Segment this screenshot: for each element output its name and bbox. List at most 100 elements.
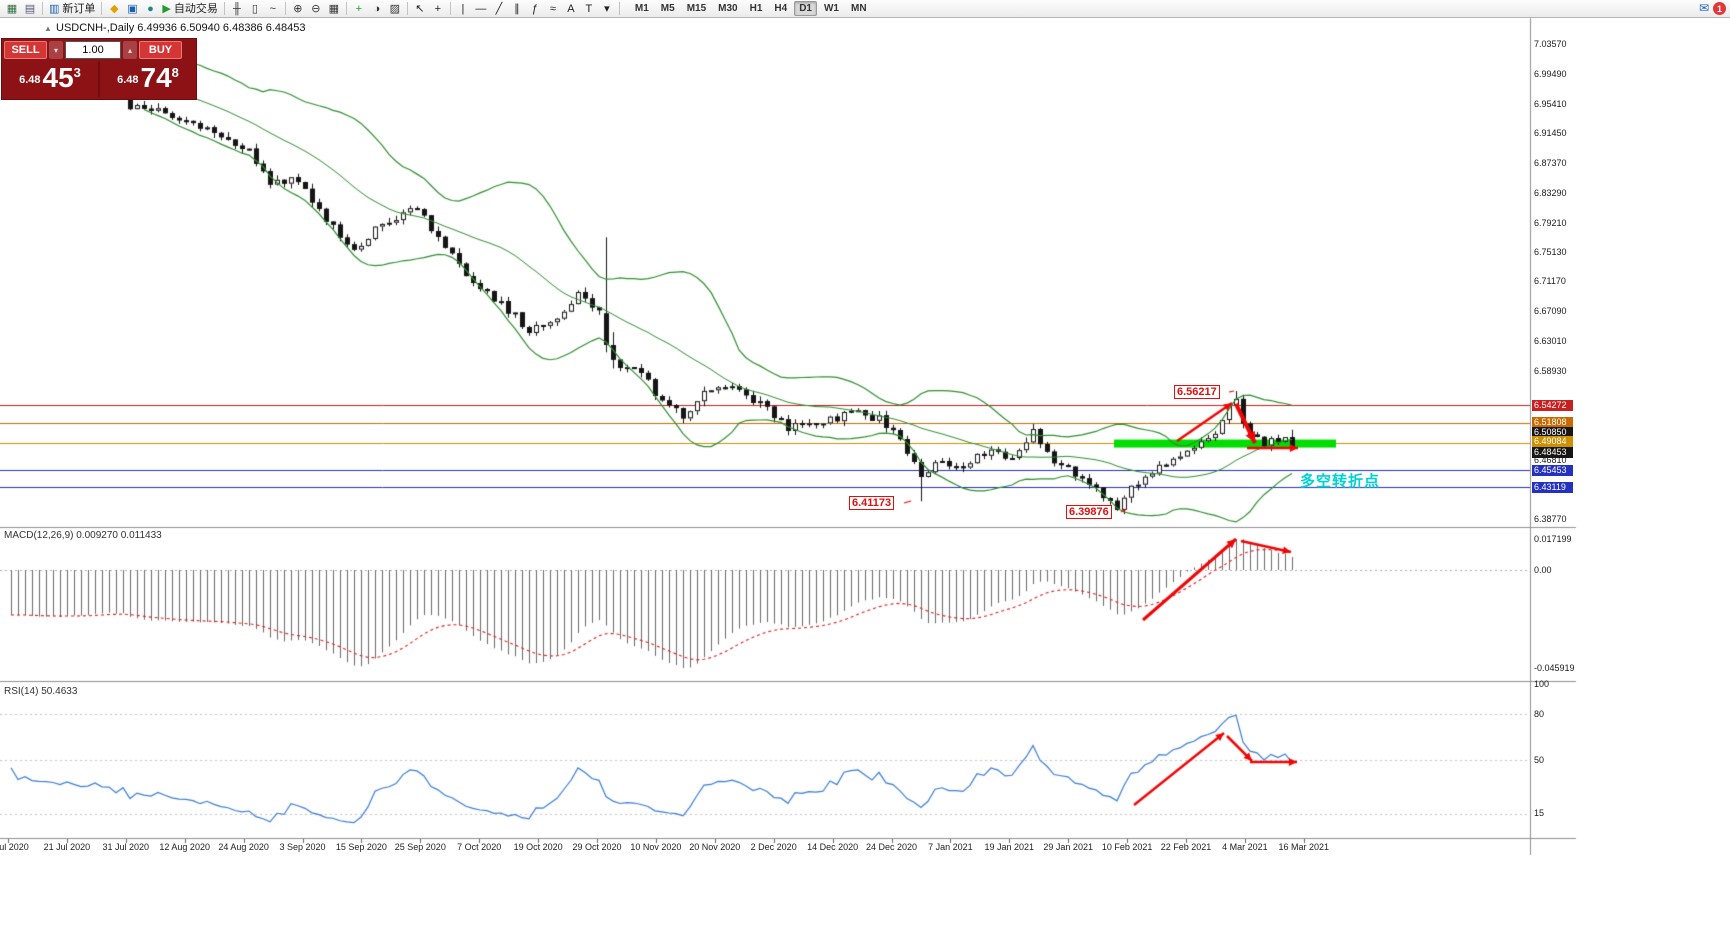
text-icon[interactable]: A <box>567 2 575 15</box>
rsi-axis-label: 100 <box>1534 679 1550 689</box>
time-axis-label: 22 Feb 2021 <box>1160 842 1212 852</box>
price-axis[interactable]: 7.03570 6.99490 6.95410 6.91450 6.87370 6.832… <box>1531 18 1577 855</box>
buy-price-pips: 74 <box>140 62 172 93</box>
low-price-label-1[interactable]: 6.41173 <box>849 496 895 510</box>
buy-button[interactable]: BUY <box>139 41 182 59</box>
time-axis-label: 19 Oct 2020 <box>513 842 563 852</box>
price-axis-label: 6.75130 <box>1534 247 1567 258</box>
chart-profiles-icon[interactable]: ▤ <box>24 2 36 15</box>
time-axis-label: 4 Mar 2021 <box>1222 842 1268 852</box>
panel-collapse-toggle[interactable]: ▲ <box>44 24 52 33</box>
macd-axis-label: 0.017199 <box>1534 534 1572 544</box>
price-axis-label: 7.03570 <box>1534 39 1567 49</box>
history-center-icon[interactable]: ● <box>147 2 154 15</box>
notification-badge[interactable]: 1 <box>1713 2 1726 15</box>
time-axis-label: 2 Dec 2020 <box>750 842 797 852</box>
main-toolbar: ▦ ▤ ▥ 新订单 ◆ ▣ ● ▶ 自动交易 ╫ ▯ ~ ⊕ ⊖ ▦ + ◑ ▨ ↖ + | — ╱ ∥ ƒ ≈ A T ▾ M1 M5 M… <box>0 0 1730 18</box>
timeframe-MN[interactable]: MN <box>850 3 867 14</box>
waves-icon[interactable]: ≈ <box>549 2 556 15</box>
price-axis-label: 6.67090 <box>1534 306 1567 317</box>
channel-icon[interactable]: ∥ <box>514 2 520 15</box>
trendline-icon[interactable]: ╱ <box>495 2 503 15</box>
buy-price[interactable]: 6.48 74 8 <box>100 61 196 97</box>
sell-button[interactable]: SELL <box>4 41 47 59</box>
timeframe-H4[interactable]: H4 <box>774 3 788 14</box>
zoom-out-icon[interactable]: ⊖ <box>311 2 321 15</box>
vertical-line-icon[interactable]: | <box>461 2 465 15</box>
templates-icon[interactable]: ▨ <box>389 2 401 15</box>
timeframe-H1[interactable]: H1 <box>749 3 763 14</box>
label-icon[interactable]: T <box>585 2 593 15</box>
peak-price-label[interactable]: 6.56217 <box>1174 385 1220 399</box>
tile-windows-icon[interactable]: ▦ <box>328 2 340 15</box>
trade-panel-controls: SELL ▾ ▴ BUY <box>2 39 196 61</box>
time-axis-label: 25 Sep 2020 <box>394 842 446 852</box>
buy-price-prefix: 6.48 <box>117 74 139 86</box>
volume-decrease-button[interactable]: ▾ <box>49 41 63 59</box>
toolbar-separator <box>284 2 286 15</box>
time-axis-label: 24 Aug 2020 <box>218 842 269 852</box>
cursor-icon[interactable]: ↖ <box>415 2 425 15</box>
indicators-icon[interactable]: + <box>355 2 363 15</box>
low-price-label-2[interactable]: 6.39876 <box>1066 505 1112 519</box>
bar-chart-icon[interactable]: ╫ <box>232 2 241 15</box>
time-axis[interactable]: 1 Jul 2020 21 Jul 2020 31 Jul 2020 12 Aug 2… <box>0 838 1568 855</box>
price-axis-chip: 6.51808 <box>1532 416 1573 428</box>
rsi-axis-label: 15 <box>1534 808 1545 818</box>
timeframe-M5[interactable]: M5 <box>660 3 675 14</box>
time-axis-label: 24 Dec 2020 <box>865 842 918 852</box>
toolbar-separator <box>406 2 408 15</box>
autotrade-button[interactable]: ▶ 自动交易 <box>162 2 218 15</box>
toolbar-items: ▦ ▤ ▥ 新订单 ◆ ▣ ● ▶ 自动交易 ╫ ▯ ~ ⊕ ⊖ ▦ + ◑ ▨ ↖ + | — ╱ ∥ ƒ ≈ A T ▾ <box>3 1 623 17</box>
metaeditor-icon[interactable]: ◆ <box>110 2 119 15</box>
macd-axis-label: -0.045919 <box>1534 663 1575 673</box>
price-axis-label: 6.83290 <box>1534 187 1567 198</box>
shapes-icon[interactable]: ▾ <box>604 2 610 15</box>
timeframe-M15[interactable]: M15 <box>686 3 707 14</box>
toolbar-separator <box>345 2 347 15</box>
time-axis-label: 19 Jan 2021 <box>984 842 1035 852</box>
timeframe-M30[interactable]: M30 <box>718 3 738 14</box>
rsi-axis-label: 80 <box>1534 709 1545 719</box>
fibonacci-icon[interactable]: ƒ <box>531 2 538 15</box>
volume-increase-button[interactable]: ▴ <box>123 41 137 59</box>
volume-input[interactable] <box>65 41 121 59</box>
time-axis-label: 12 Aug 2020 <box>159 842 210 852</box>
toolbar-separator <box>42 2 43 15</box>
price-axis-label: 6.38770 <box>1534 513 1567 524</box>
trade-panel-divider <box>98 61 100 97</box>
candlestick-chart-icon[interactable]: ▯ <box>251 2 258 15</box>
timeframe-W1[interactable]: W1 <box>823 3 839 14</box>
timeframe-M1[interactable]: M1 <box>634 3 649 14</box>
horizontal-line-icon[interactable]: — <box>475 2 487 15</box>
crosshair-icon[interactable]: + <box>434 2 442 15</box>
time-axis-label: 31 Jul 2020 <box>102 842 150 852</box>
sell-price[interactable]: 6.48 45 3 <box>2 61 98 97</box>
line-chart-icon[interactable]: ~ <box>269 2 277 15</box>
turning-point-note[interactable]: 多空转折点 <box>1300 473 1381 490</box>
time-axis-label: 15 Sep 2020 <box>335 842 387 852</box>
timeframe-D1[interactable]: D1 <box>794 1 817 16</box>
time-axis-label: 7 Oct 2020 <box>457 842 502 852</box>
time-axis-label: 10 Feb 2021 <box>1101 842 1153 852</box>
mailbox-icon[interactable]: ✉ <box>1698 1 1709 15</box>
new-order-button[interactable]: ▥ 新订单 <box>49 2 96 15</box>
price-axis-label: 6.58930 <box>1534 366 1567 377</box>
time-axis-label: 29 Jan 2021 <box>1043 842 1093 852</box>
time-axis-label: 14 Dec 2020 <box>807 842 859 852</box>
periods-icon[interactable]: ◑ <box>373 2 381 15</box>
time-axis-label: 1 Jul 2020 <box>0 842 29 852</box>
sell-price-sup: 3 <box>73 65 81 80</box>
timeframe-bar: M1 M5 M15 M30 H1 H4 D1 W1 MN <box>629 1 873 16</box>
terminal-icon[interactable]: ▣ <box>127 2 138 15</box>
price-axis-label: 6.99490 <box>1534 68 1567 79</box>
zoom-in-icon[interactable]: ⊕ <box>293 2 303 15</box>
price-axis-label: 6.46810 <box>1534 454 1567 465</box>
time-axis-label: 16 Mar 2021 <box>1278 842 1330 852</box>
new-chart-icon[interactable]: ▦ <box>6 2 18 15</box>
price-axis-label: 6.87370 <box>1534 157 1567 168</box>
toolbar-separator <box>101 2 103 15</box>
macd-label: MACD(12,26,9) 0.009270 0.011433 <box>4 530 162 541</box>
